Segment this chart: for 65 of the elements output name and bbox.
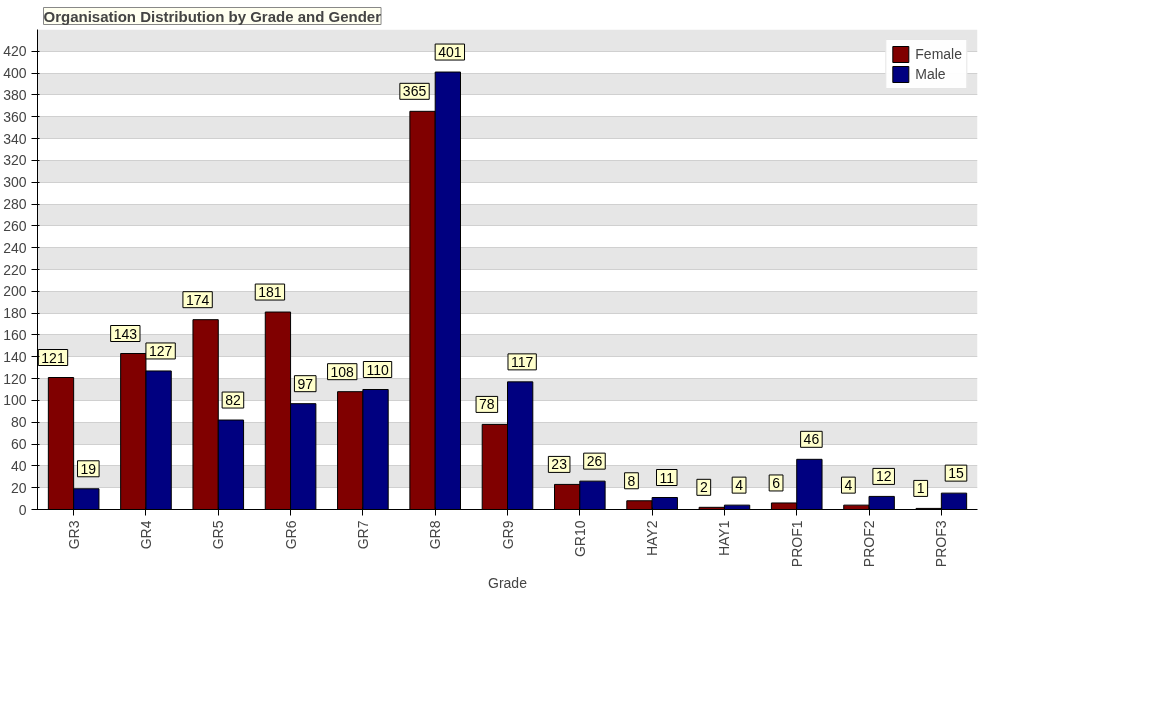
- data-label: 4: [735, 477, 744, 494]
- data-label: 174: [185, 291, 210, 308]
- data-label: 110: [366, 361, 389, 378]
- x-axis-title: Grade: [488, 575, 528, 592]
- data-label: 2: [699, 479, 708, 496]
- y-tick-label: 380: [3, 86, 27, 103]
- y-tick-label: 40: [10, 457, 27, 474]
- y-tick-label: 140: [3, 348, 27, 365]
- y-tick-label: 280: [3, 196, 27, 213]
- x-tick-label: PROF1: [788, 520, 805, 568]
- y-tick-label: 80: [10, 414, 27, 431]
- data-label: 12: [875, 468, 892, 485]
- y-tick-label: 180: [3, 305, 27, 322]
- y-tick-label: 60: [10, 436, 27, 453]
- y-tick-label: 320: [3, 152, 27, 169]
- x-tick-label: PROF3: [933, 520, 950, 568]
- data-label: 181: [258, 284, 282, 301]
- y-tick-label: 100: [3, 392, 27, 409]
- data-label: 1: [916, 480, 925, 497]
- y-tick-label: 260: [3, 217, 27, 234]
- y-tick-label: 120: [3, 370, 27, 387]
- data-label: 401: [438, 44, 462, 61]
- data-label: 143: [113, 325, 138, 342]
- x-tick-label: HAY1: [716, 520, 733, 557]
- chart-title: Organisation Distribution by Grade and Gender: [43, 7, 382, 25]
- y-tick-label: 420: [3, 43, 27, 60]
- x-tick-label: GR4: [137, 520, 154, 550]
- y-tick-label: 300: [3, 174, 27, 191]
- data-label: 78: [479, 396, 495, 413]
- data-label: 23: [551, 456, 568, 473]
- data-label: 46: [803, 431, 820, 448]
- x-tick-label: GR6: [282, 520, 299, 550]
- y-tick-label: 20: [10, 479, 27, 496]
- data-label: 8: [627, 472, 636, 489]
- data-label: 121: [41, 349, 65, 366]
- data-label: 26: [586, 453, 603, 470]
- x-tick-label: PROF2: [861, 520, 878, 568]
- legend-label: Female: [915, 46, 962, 62]
- data-label: 97: [297, 375, 314, 392]
- y-tick-label: 400: [3, 65, 27, 82]
- data-label: 11: [659, 469, 675, 486]
- data-label: 365: [402, 83, 427, 100]
- legend-label: Male: [915, 66, 946, 82]
- y-tick-label: 340: [3, 130, 27, 147]
- y-tick-label: 160: [3, 326, 27, 343]
- data-label: 4: [844, 477, 853, 494]
- y-tick-label: 220: [3, 261, 27, 278]
- x-tick-label: GR9: [499, 520, 516, 550]
- x-tick-label: GR5: [210, 520, 227, 550]
- data-label: 127: [148, 342, 173, 359]
- data-label: 82: [225, 392, 241, 409]
- x-tick-label: GR3: [65, 520, 82, 550]
- y-tick-label: 200: [3, 283, 27, 300]
- x-tick-label: GR8: [427, 520, 444, 550]
- y-tick-label: 240: [3, 239, 27, 256]
- y-tick-label: 360: [3, 108, 27, 125]
- x-tick-label: GR7: [354, 520, 371, 550]
- data-label: 15: [948, 465, 964, 482]
- data-label: 19: [80, 460, 97, 477]
- y-tick-label: 0: [18, 501, 27, 518]
- data-label: 108: [330, 363, 355, 380]
- data-label: 117: [510, 353, 534, 370]
- x-tick-label: GR10: [571, 520, 588, 558]
- data-label: 6: [772, 474, 781, 491]
- x-tick-label: HAY2: [644, 520, 661, 557]
